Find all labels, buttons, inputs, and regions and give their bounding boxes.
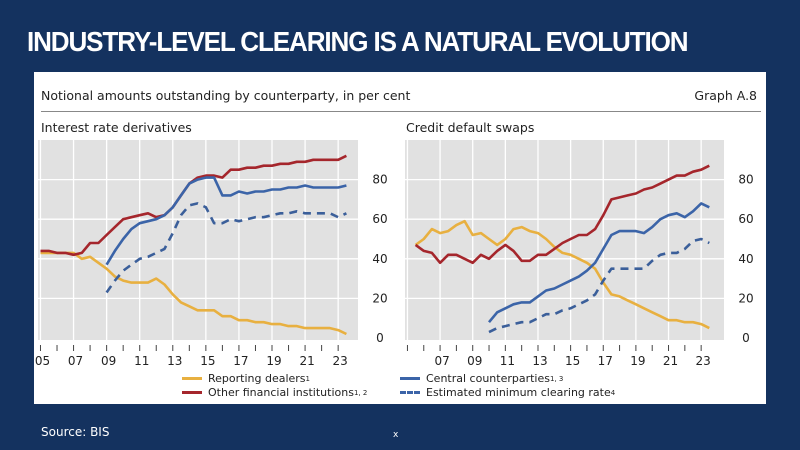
x-tick-label: 09 bbox=[467, 354, 482, 368]
x-tick-label: 07 bbox=[434, 354, 449, 368]
footer-mark: x bbox=[393, 430, 399, 440]
legend-item-other-financial: Other financial institutions 1, 2 bbox=[182, 386, 367, 399]
legend-swatch bbox=[182, 391, 202, 394]
slide-title: INDUSTRY-LEVEL CLEARING IS A NATURAL EVO… bbox=[27, 26, 689, 57]
series-line-ccp bbox=[487, 202, 710, 324]
legend-item-reporting-dealers: Reporting dealers 1 bbox=[182, 372, 310, 385]
y-tick-label: 80 bbox=[738, 173, 753, 187]
y-tick-label: 40 bbox=[372, 252, 387, 266]
y-tick-label: 80 bbox=[372, 173, 387, 187]
legend-item-min-clearing: Estimated minimum clearing rate 4 bbox=[400, 386, 615, 399]
x-tick-label: 09 bbox=[101, 354, 116, 368]
source-note: Source: BIS bbox=[41, 425, 110, 439]
x-tick-label: 15 bbox=[565, 354, 580, 368]
panel-title-irs: Interest rate derivatives bbox=[41, 120, 192, 135]
x-tick-label: 23 bbox=[696, 354, 711, 368]
legend-label: Estimated minimum clearing rate bbox=[426, 386, 611, 399]
legend-footnote: 4 bbox=[610, 388, 616, 397]
series-line-other-financial bbox=[414, 164, 710, 265]
x-tick-label: 19 bbox=[630, 354, 645, 368]
series-line-ccp bbox=[105, 176, 347, 266]
series-line-min-clearing bbox=[488, 237, 710, 334]
legend-swatch bbox=[182, 377, 202, 380]
legend-swatch bbox=[400, 377, 420, 380]
x-tick-label: 17 bbox=[598, 354, 613, 368]
legend-swatch bbox=[400, 391, 420, 394]
series-line-reporting-dealers bbox=[40, 251, 347, 336]
panel-title-cds: Credit default swaps bbox=[406, 120, 535, 135]
y-tick-label: 60 bbox=[372, 212, 387, 226]
x-tick-label: 11 bbox=[134, 354, 149, 368]
y-tick-label: 0 bbox=[742, 331, 750, 345]
legend-label: Other financial institutions bbox=[208, 386, 354, 399]
y-tick-label: 40 bbox=[738, 252, 753, 266]
legend-footnote: 1, 2 bbox=[353, 388, 368, 397]
chart-subtitle: Notional amounts outstanding by counterp… bbox=[41, 88, 411, 103]
plot-area bbox=[405, 140, 724, 340]
charts-svg: 0 20 40 60 80 05 07 09 11 13 15 17 19 21 23 0 20 40 60 80 07… bbox=[35, 140, 754, 368]
legend-item-ccp: Central counterparties 1, 3 bbox=[400, 372, 563, 385]
y-tick-label: 20 bbox=[738, 291, 753, 305]
legend-label: Reporting dealers bbox=[208, 372, 306, 385]
header-divider bbox=[41, 111, 761, 112]
x-tick-label: 07 bbox=[68, 354, 83, 368]
x-tick-label: 05 bbox=[35, 354, 50, 368]
x-tick-label: 17 bbox=[233, 354, 248, 368]
x-tick-label: 21 bbox=[663, 354, 678, 368]
x-tick-label: 21 bbox=[299, 354, 314, 368]
x-tick-label: 19 bbox=[266, 354, 281, 368]
chart-card: Notional amounts outstanding by counterp… bbox=[34, 72, 766, 404]
y-tick-label: 60 bbox=[738, 212, 753, 226]
graph-id: Graph A.8 bbox=[694, 88, 757, 103]
x-tick-label: 13 bbox=[167, 354, 182, 368]
y-tick-label: 20 bbox=[372, 291, 387, 305]
x-tick-label: 15 bbox=[200, 354, 215, 368]
x-tick-label: 13 bbox=[532, 354, 547, 368]
card-header: Notional amounts outstanding by counterp… bbox=[41, 88, 761, 103]
x-tick-label: 23 bbox=[333, 354, 348, 368]
legend-label: Central counterparties bbox=[426, 372, 550, 385]
legend-footnote: 1 bbox=[305, 374, 311, 383]
legend-footnote: 1, 3 bbox=[550, 374, 564, 383]
y-tick-label: 0 bbox=[376, 331, 384, 345]
series-line-min-clearing bbox=[105, 202, 347, 294]
series-line-reporting-dealers bbox=[414, 219, 710, 330]
x-tick-label: 11 bbox=[500, 354, 515, 368]
